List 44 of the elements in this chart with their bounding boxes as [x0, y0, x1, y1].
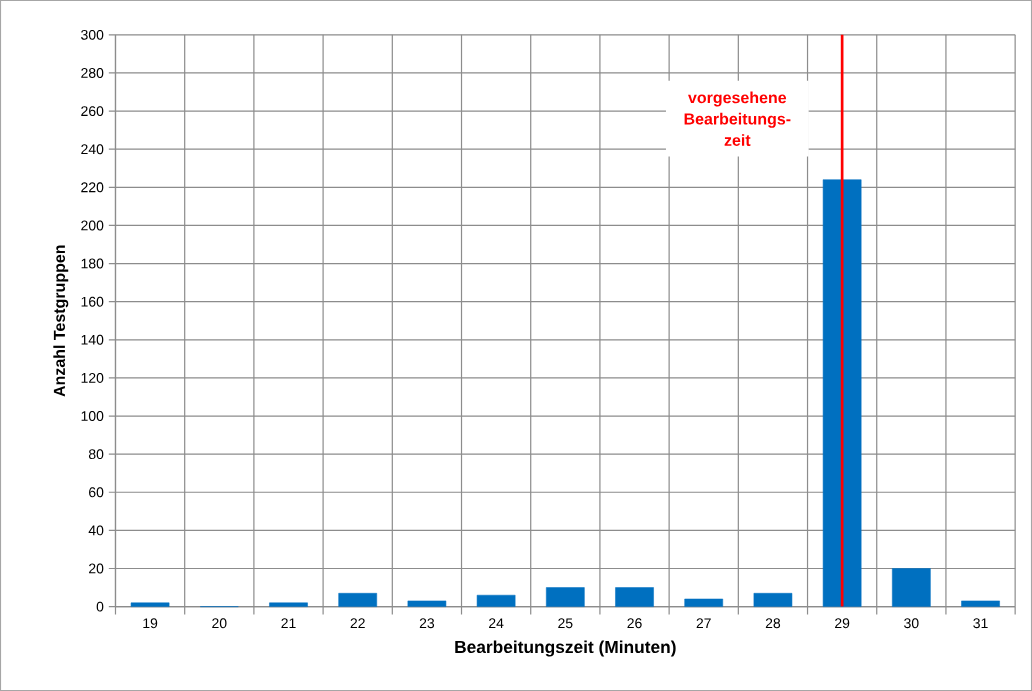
x-tick-label: 29 [835, 618, 850, 629]
y-tick-label: 200 [81, 220, 104, 231]
bar [546, 587, 585, 607]
bar [684, 598, 724, 607]
y-tick-label: 180 [81, 258, 104, 269]
y-tick-label: 160 [81, 296, 104, 307]
y-tick-label: 60 [89, 487, 104, 498]
x-tick-label: 28 [765, 618, 781, 629]
x-tick-label: 30 [904, 618, 919, 629]
bar [892, 568, 931, 607]
y-tick-label: 300 [81, 29, 104, 40]
x-tick-label: 25 [558, 618, 573, 629]
bar [615, 587, 654, 607]
bar [822, 179, 862, 607]
y-tick-label: 280 [81, 67, 104, 78]
bar [476, 594, 516, 607]
y-tick-label: 0 [96, 601, 104, 612]
y-tick-label: 140 [81, 334, 104, 345]
bar [407, 600, 447, 607]
x-tick-label: 19 [143, 618, 158, 629]
x-tick-label: 22 [350, 618, 365, 628]
x-tick-label: 27 [696, 618, 711, 628]
y-tick-label: 80 [88, 449, 104, 460]
y-tick-label: 260 [81, 106, 104, 116]
x-tick-label: 21 [281, 618, 296, 628]
x-tick-label: 24 [489, 618, 504, 628]
bar [130, 602, 170, 607]
y-tick-label: 100 [81, 411, 104, 421]
x-tick-label: 23 [419, 618, 435, 629]
y-tick-label: 120 [81, 372, 104, 383]
y-tick-label: 240 [81, 144, 104, 155]
y-tick-label: 40 [88, 525, 104, 536]
x-tick-label: 20 [212, 618, 227, 629]
x-tick-label: 26 [627, 618, 642, 629]
bar [961, 600, 1000, 607]
bar [269, 602, 308, 607]
y-tick-label: 220 [81, 182, 104, 193]
y-axis-title: Anzahl Testgruppen [53, 245, 69, 397]
x-axis-title: Bearbeitungszeit (Minuten) [455, 640, 676, 657]
y-tick-label: 20 [89, 563, 104, 574]
x-tick-label: 31 [973, 618, 988, 629]
ref-line-label: vorgesehene Bearbeitungs-zeit [684, 91, 791, 146]
bar [753, 592, 793, 607]
bar [338, 592, 377, 607]
